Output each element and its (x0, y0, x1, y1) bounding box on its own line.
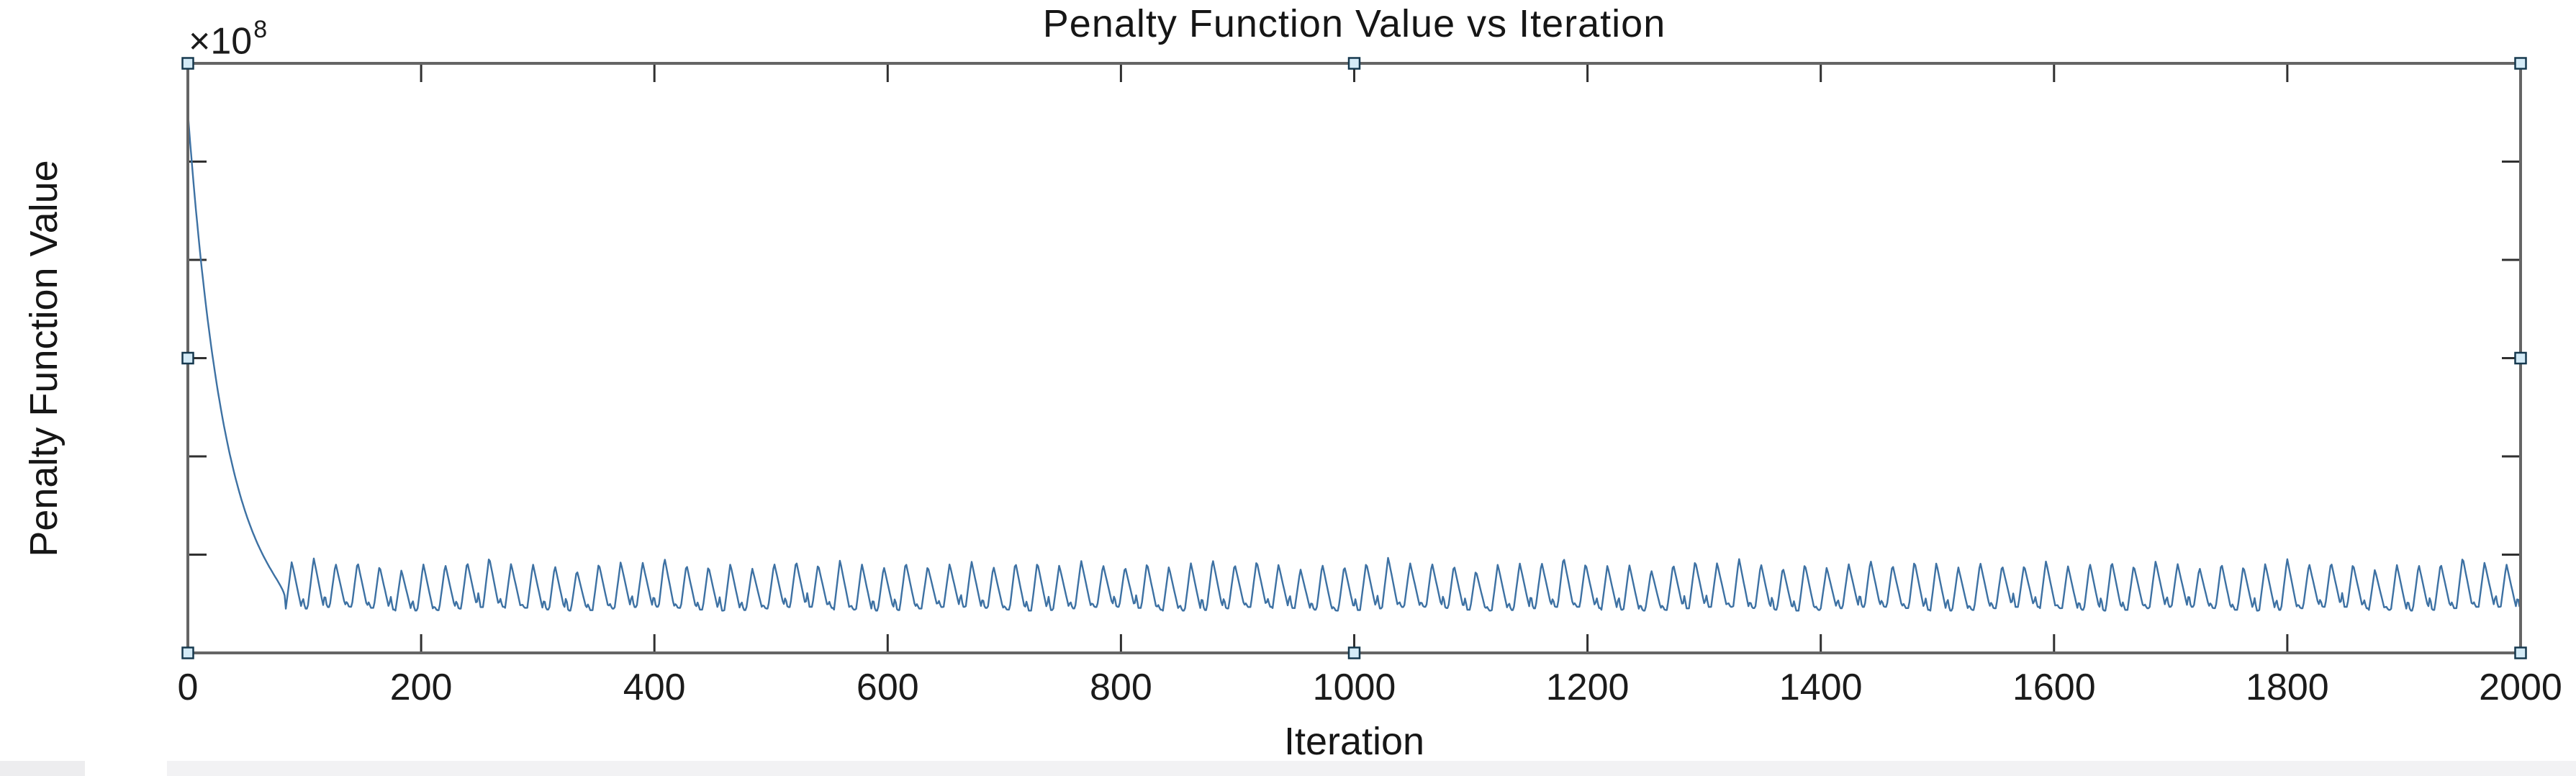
selection-handle-top-right[interactable] (2514, 57, 2527, 70)
selection-handle-bottom-right[interactable] (2514, 646, 2527, 659)
selection-handle-top-mid[interactable] (1347, 57, 1361, 70)
x-tick-label: 1200 (1545, 667, 1630, 708)
x-axis-label: Iteration (1283, 720, 1425, 763)
selection-handles (181, 57, 2527, 659)
chart-title: Penalty Function Value vs Iteration (1042, 2, 1666, 45)
plot-region[interactable] (188, 63, 2521, 653)
exponent-power: 8 (253, 16, 268, 43)
x-tick-label: 0 (177, 667, 199, 708)
window-bottom-strip (0, 761, 2576, 776)
x-tick-label: 1800 (2246, 667, 2329, 708)
x-tick-label: 400 (623, 667, 686, 708)
window-bottom-strip-left (0, 761, 85, 776)
selection-handle-bottom-left[interactable] (181, 646, 194, 659)
selection-handle-top-left[interactable] (181, 57, 194, 70)
selection-handle-right-mid[interactable] (2514, 351, 2527, 365)
x-tick-label: 1400 (1779, 667, 1863, 708)
x-tick-label: 2000 (2479, 667, 2562, 708)
x-tick-label: 1000 (1312, 667, 1396, 708)
exponent-base: ×10 (189, 20, 253, 63)
selection-handle-left-mid[interactable] (181, 351, 194, 365)
y-axis-exponent-label: ×108 (189, 16, 268, 63)
x-tick-label: 1600 (2012, 667, 2096, 708)
x-tick-label: 200 (389, 667, 453, 708)
penalty-data-line[interactable] (186, 112, 2522, 612)
selection-handle-bottom-mid[interactable] (1347, 646, 1361, 659)
x-tick-label: 600 (856, 667, 919, 708)
window-bottom-strip-notch (85, 758, 167, 776)
x-tick-label: 800 (1090, 667, 1152, 708)
